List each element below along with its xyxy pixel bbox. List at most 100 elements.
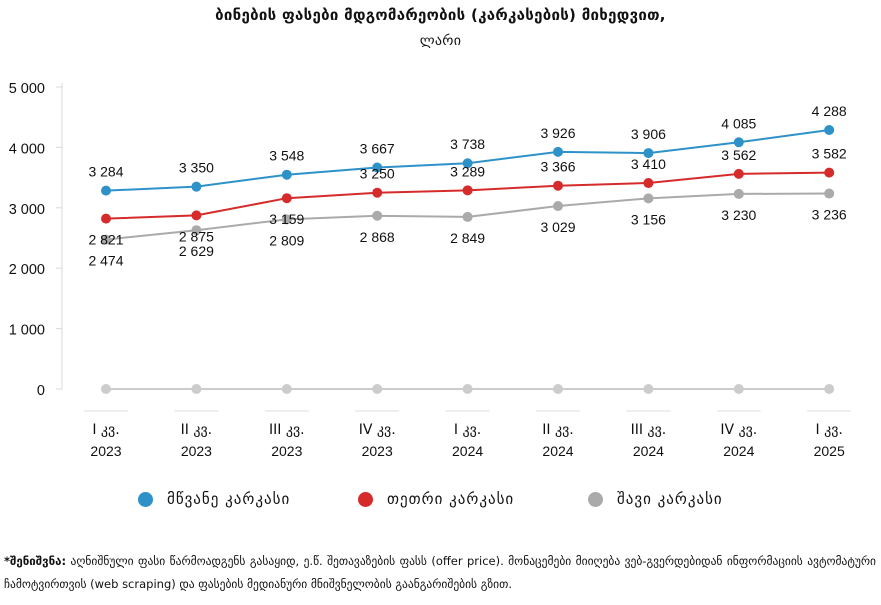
- data-label: 3 738: [450, 136, 485, 152]
- data-point: [824, 125, 835, 136]
- data-point: [191, 210, 202, 221]
- data-label: 2 875: [179, 228, 214, 244]
- y-tick-label: 0: [37, 383, 45, 399]
- y-tick-label: 3 000: [9, 202, 45, 218]
- data-point: [372, 210, 383, 221]
- data-label: 3 230: [721, 207, 756, 223]
- data-label: 3 906: [631, 126, 666, 142]
- data-label: 3 410: [631, 156, 666, 172]
- x-tick-label-year: 2024: [542, 443, 573, 459]
- data-label: 4 288: [812, 103, 847, 119]
- y-tick-label: 4 000: [9, 141, 45, 157]
- data-point: [372, 162, 383, 173]
- y-axis: 0 1 000 2 000 3 000 4 000 5 000: [9, 81, 63, 399]
- x-tick-label-year: 2023: [362, 443, 393, 459]
- data-point: [824, 188, 835, 199]
- data-label: 3 159: [269, 211, 304, 227]
- data-point: [191, 225, 202, 236]
- data-point: [281, 384, 292, 394]
- x-axis: I კვ. 2023 II კვ. 2023 III კვ. 2023 IV კვ. 2023…: [84, 410, 852, 459]
- data-label: 3 350: [179, 160, 214, 176]
- data-point: [462, 158, 473, 169]
- data-label: 3 284: [88, 164, 123, 180]
- data-point: [101, 384, 111, 394]
- legend-item-green: მწვანე კარკასი: [138, 490, 290, 508]
- data-point: [733, 137, 744, 148]
- data-point: [372, 187, 383, 198]
- data-label: 3 562: [721, 147, 756, 163]
- data-label: 2 809: [269, 232, 304, 248]
- data-point: [281, 214, 292, 225]
- data-point: [553, 146, 563, 157]
- data-label: 2 474: [88, 253, 123, 269]
- x-tick-label-year: 2023: [181, 443, 212, 459]
- chart-subtitle: ლარი: [419, 33, 462, 49]
- data-point: [281, 169, 292, 180]
- data-point: [101, 213, 111, 224]
- data-point: [733, 168, 744, 179]
- data-point: [372, 384, 383, 394]
- legend-marker-white: [358, 491, 373, 507]
- x-tick-label-year: 2024: [723, 443, 754, 459]
- chart-title: ბინების ფასები მდგომარეობის (კარკასების)…: [215, 6, 666, 24]
- y-tick-label: 5 000: [9, 81, 45, 97]
- data-label: 3 156: [631, 211, 666, 227]
- x-tick-label-quarter: III კვ.: [269, 422, 305, 438]
- data-point: [553, 384, 563, 394]
- data-label: 3 250: [360, 166, 395, 182]
- legend-label-green: მწვანე კარკასი: [167, 490, 291, 508]
- data-point: [643, 384, 654, 394]
- data-point: [553, 201, 563, 212]
- y-tick-label: 2 000: [9, 262, 45, 278]
- data-label: 2 821: [88, 232, 123, 248]
- data-label: 2 629: [179, 243, 214, 259]
- x-tick-label-quarter: I კვ.: [92, 422, 119, 438]
- footnote-label: *შენიშვნა:: [4, 554, 67, 568]
- data-point: [643, 148, 654, 159]
- data-label: 2 849: [450, 230, 485, 246]
- x-tick-label-quarter: IV კვ.: [720, 422, 757, 438]
- y-tick-label: 1 000: [9, 323, 45, 339]
- data-label: 2 868: [360, 229, 395, 245]
- data-label: 3 926: [540, 125, 575, 141]
- data-point: [101, 185, 111, 196]
- data-point: [101, 234, 111, 245]
- data-label: 3 366: [540, 159, 575, 175]
- data-point: [462, 211, 473, 222]
- data-point: [191, 181, 202, 192]
- data-point: [643, 193, 654, 204]
- legend-item-white: თეთრი კარკასი: [358, 490, 514, 508]
- data-label: 4 085: [721, 115, 756, 131]
- data-labels: 3 284 3 350 3 548 3 667 3 738 3 926 3 906 4 085…: [88, 103, 846, 269]
- data-label: 3 667: [360, 141, 395, 157]
- data-label: 3 029: [540, 219, 575, 235]
- footnote: *შენიშვნა: აღნიშნული ფასი წარმოადგენს გა…: [4, 550, 876, 596]
- x-tick-label-year: 2024: [452, 443, 483, 459]
- x-tick-label-year: 2023: [90, 443, 121, 459]
- x-tick-label-quarter: I კვ.: [816, 422, 843, 438]
- x-tick-label-quarter: IV კვ.: [359, 422, 396, 438]
- legend-label-black: შავი კარკასი: [617, 490, 723, 508]
- legend-marker-green: [138, 491, 153, 507]
- series-group: [101, 125, 835, 394]
- data-point: [191, 384, 202, 394]
- x-tick-label-quarter: I კვ.: [454, 422, 481, 438]
- legend: მწვანე კარკასი თეთრი კარკასი შავი კარკას…: [0, 490, 881, 518]
- data-point: [824, 167, 835, 178]
- data-point: [733, 384, 744, 394]
- data-label: 3 582: [812, 146, 847, 162]
- x-tick-label-quarter: II კვ.: [542, 422, 573, 438]
- footnote-text: აღნიშნული ფასი წარმოადგენს გასაყიდ, ე.წ.…: [4, 554, 877, 591]
- legend-label-white: თეთრი კარკასი: [387, 490, 515, 508]
- x-tick-label-year: 2023: [271, 443, 302, 459]
- data-label: 3 548: [269, 148, 304, 164]
- data-label: 3 236: [812, 207, 847, 223]
- data-point: [462, 185, 473, 196]
- data-point: [462, 384, 473, 394]
- x-tick-label-quarter: II კვ.: [181, 422, 212, 438]
- data-point: [553, 180, 563, 191]
- line-chart: 0 1 000 2 000 3 000 4 000 5 000 I კვ. 2023 II კ…: [9, 81, 852, 459]
- data-point: [824, 384, 835, 394]
- legend-item-black: შავი კარკასი: [588, 490, 723, 508]
- data-point: [733, 188, 744, 199]
